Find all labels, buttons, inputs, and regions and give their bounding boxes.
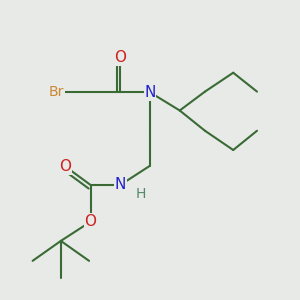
Text: H: H xyxy=(136,188,146,201)
Text: O: O xyxy=(114,50,126,65)
Text: Br: Br xyxy=(49,85,64,99)
Text: N: N xyxy=(115,178,126,193)
Text: N: N xyxy=(144,85,156,100)
Text: O: O xyxy=(59,159,71,174)
Text: O: O xyxy=(85,214,97,229)
